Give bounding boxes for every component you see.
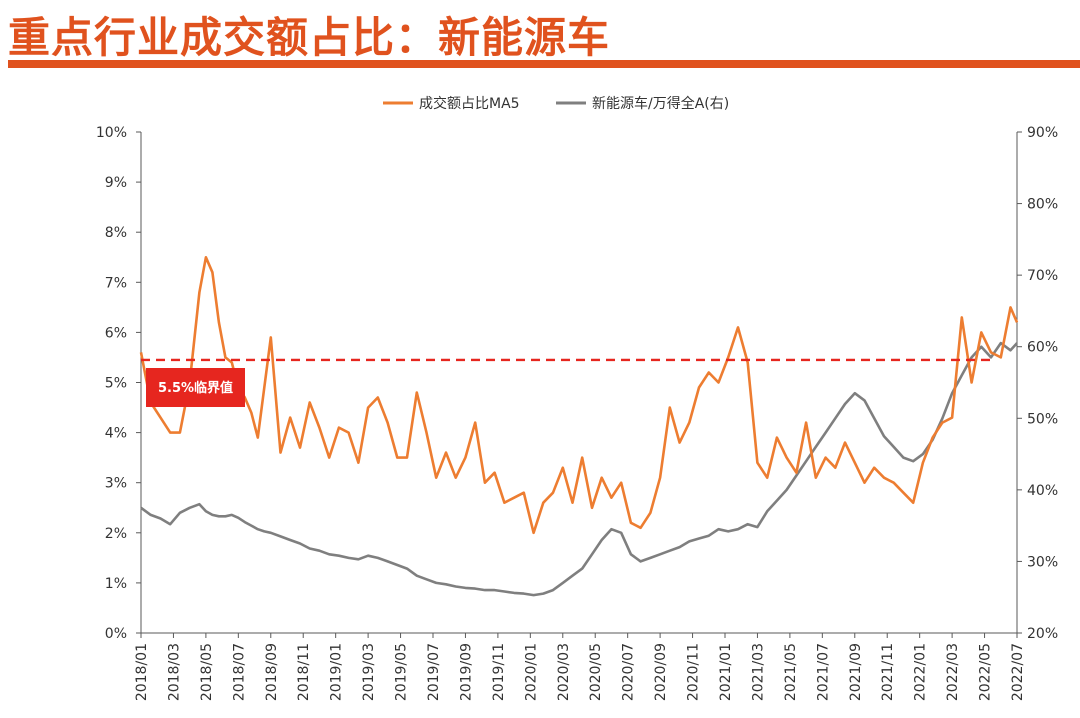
threshold-label-box (146, 368, 245, 407)
x-tick-label: 2018/09 (264, 643, 280, 701)
y-left-tick-label: 3% (105, 476, 127, 492)
series-layer (139, 255, 1019, 597)
threshold-label: 5.5%临界值 (158, 380, 233, 396)
x-tick-label: 2020/11 (686, 643, 702, 701)
page-title: 重点行业成交额占比：新能源车 (8, 13, 611, 62)
y-right-tick-label: 70% (1027, 268, 1058, 284)
y-right-tick-label: 50% (1027, 411, 1058, 427)
x-tick-label: 2020/05 (588, 643, 604, 701)
y-right-tick-label: 80% (1027, 197, 1058, 213)
x-tick-label: 2020/03 (556, 643, 572, 701)
x-tick-label: 2020/01 (523, 643, 539, 701)
x-tick-label: 2021/01 (718, 643, 734, 701)
x-tick-label: 2021/11 (880, 643, 896, 701)
x-tick-label: 2022/01 (913, 643, 929, 701)
x-tick-label: 2019/03 (361, 643, 377, 701)
x-tick-label: 2018/05 (199, 643, 215, 701)
y-left-tick-label: 4% (105, 426, 127, 442)
threshold-layer: 5.5%临界值 (141, 358, 994, 407)
legend: 成交额占比MA5 新能源车/万得全A(右) (383, 95, 729, 112)
y-left-tick-label: 6% (105, 325, 127, 341)
x-tick-label: 2021/09 (848, 643, 864, 701)
x-tick-label: 2019/07 (426, 643, 442, 701)
x-tick-label: 2018/11 (296, 643, 312, 701)
y-right-tick-label: 60% (1027, 340, 1058, 356)
x-tick-label: 2021/05 (783, 643, 799, 701)
x-tick-label: 2022/05 (978, 643, 994, 701)
series-line-ma5 (139, 255, 1019, 535)
y-left-tick-label: 1% (105, 576, 127, 592)
y-right-tick-label: 20% (1027, 626, 1058, 642)
x-tick-label: 2021/03 (750, 643, 766, 701)
axes-layer: 0% 1% 2% 3% 4% 5% 6% 7% 8% 9% 10% 20% 30% 40% 50% 60% 70… (96, 125, 1058, 701)
legend-label-ratio: 新能源车/万得全A(右) (592, 95, 729, 112)
title-underline (8, 60, 1080, 68)
series-line-ratio (140, 341, 1018, 597)
x-tick-label: 2021/07 (815, 643, 831, 701)
x-tick-label: 2019/05 (394, 643, 410, 701)
y-left-tick-label: 2% (105, 526, 127, 542)
x-tick-label: 2022/07 (1010, 643, 1026, 701)
y-right-tick-label: 30% (1027, 554, 1058, 570)
y-right-tick-label: 40% (1027, 483, 1058, 499)
x-tick-label: 2018/03 (166, 643, 182, 701)
x-tick-label: 2018/07 (231, 643, 247, 701)
x-tick-label: 2020/07 (621, 643, 637, 701)
y-right-tick-label: 90% (1027, 125, 1058, 141)
legend-label-ma5: 成交额占比MA5 (419, 95, 520, 112)
y-left-tick-label: 7% (105, 275, 127, 291)
y-left-tick-label: 5% (105, 376, 127, 392)
x-tick-label: 2022/03 (945, 643, 961, 701)
y-left-tick-label: 8% (105, 225, 127, 241)
y-left-tick-label: 10% (96, 125, 127, 141)
x-tick-label: 2019/01 (329, 643, 345, 701)
y-left-tick-label: 0% (105, 626, 127, 642)
x-tick-label: 2020/09 (653, 643, 669, 701)
x-tick-label: 2019/11 (491, 643, 507, 701)
y-left-tick-label: 9% (105, 175, 127, 191)
x-tick-label: 2019/09 (458, 643, 474, 701)
x-tick-label: 2018/01 (134, 643, 150, 701)
